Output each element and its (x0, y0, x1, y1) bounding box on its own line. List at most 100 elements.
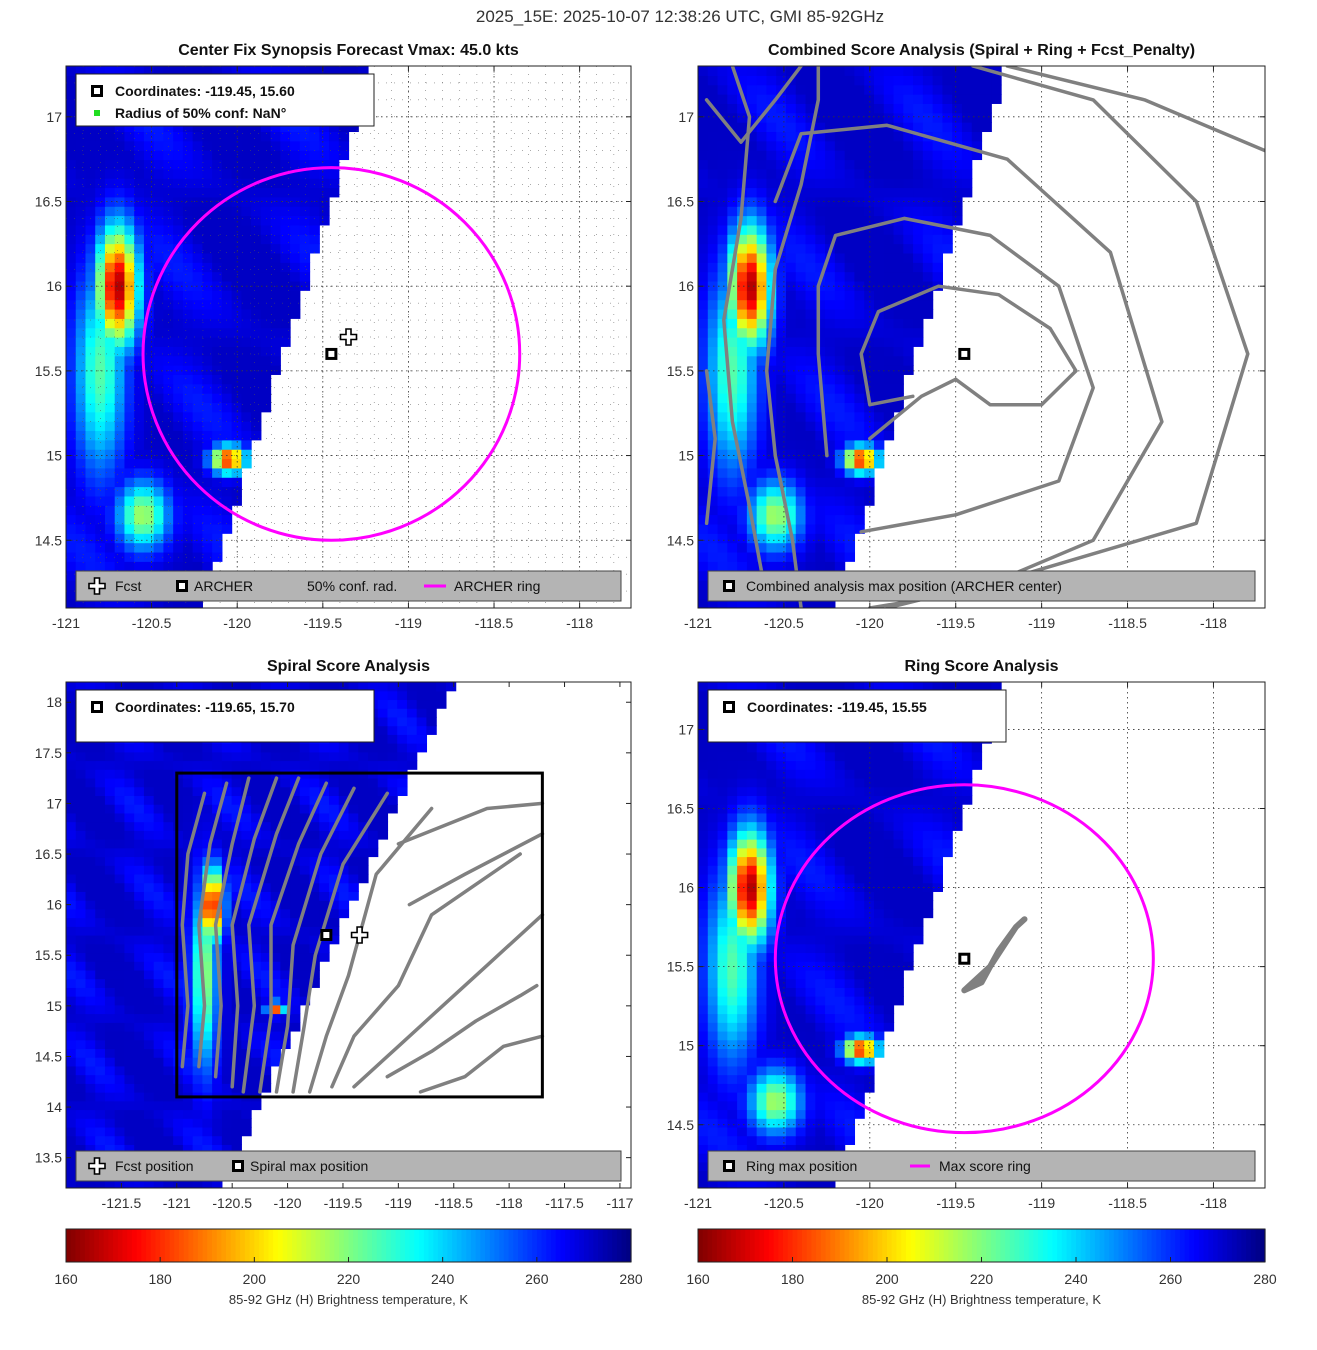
y-tick-label: 15.5 (35, 363, 62, 379)
contour-line (213, 776, 251, 1079)
contour-line (180, 791, 207, 1069)
y-tick-label: 15.5 (667, 363, 694, 379)
coordinates-legend: Coordinates: -119.45, 15.55 (707, 689, 1007, 743)
colorbar-tick-label: 160 (54, 1271, 78, 1287)
x-tick-label: -118.5 (475, 615, 514, 631)
colorbar-tick-label: 280 (619, 1271, 643, 1287)
score-contours (180, 776, 545, 1094)
archer-ring (773, 783, 1155, 1135)
colorbar-2: 160 180 200 220 240 260 280 85-92 GHz (H) Brigh… (686, 1228, 1277, 1307)
y-tick-label: 15 (46, 998, 62, 1014)
x-tick-label: -121 (684, 1195, 712, 1211)
contour-line (407, 832, 545, 907)
x-tick-label: -121.5 (102, 1195, 142, 1211)
contour-line (816, 216, 1095, 534)
panel-title: Combined Score Analysis (Spiral + Ring +… (768, 42, 1195, 59)
contour-line (704, 66, 803, 144)
legend-entry: Fcst position (115, 1158, 194, 1174)
colorbar-tick-label: 180 (781, 1271, 805, 1287)
y-tick-label: 16.5 (667, 194, 694, 210)
x-tick-label: -120.5 (764, 1195, 804, 1211)
contour-line (704, 369, 717, 526)
y-tick-label: 17 (678, 721, 694, 737)
y-tick-label: 16.5 (667, 801, 694, 817)
y-tick-label: 16.5 (35, 194, 62, 210)
y-tick-label: 14 (46, 1099, 62, 1115)
contour-line (197, 781, 229, 1069)
bottom-legend: Combined analysis max position (ARCHER c… (707, 570, 1256, 602)
colorbar-tick-label: 260 (1159, 1271, 1183, 1287)
top-legend-entry: Radius of 50% conf: NaN° (115, 105, 286, 121)
y-tick-label: 15 (678, 1038, 694, 1054)
analysis-box (175, 771, 544, 1099)
legend-entry: Ring max position (746, 1158, 857, 1174)
panel-p1: Center Fix Synopsis Forecast Vmax: 45.0 … (35, 42, 632, 631)
colorbar-1: 160 180 200 220 240 260 280 85-92 GHz (H) Brigh… (54, 1228, 643, 1307)
y-tick-label: 15.5 (667, 959, 694, 975)
contour-line (385, 983, 539, 1079)
contour-line (241, 776, 301, 1094)
contour-line (258, 781, 329, 1094)
contour-line (418, 1034, 545, 1094)
x-tick-label: -118 (496, 1195, 523, 1211)
panel-title: Center Fix Synopsis Forecast Vmax: 45.0 … (178, 42, 519, 59)
y-tick-label: 14.5 (667, 1117, 694, 1133)
panel-p2: Combined Score Analysis (Spiral + Ring +… (667, 42, 1266, 631)
contour-line (291, 791, 390, 1094)
contour-line (859, 284, 1078, 441)
bottom-legend: Ring max position Max score ring (707, 1150, 1256, 1182)
x-tick-label: -120.5 (212, 1195, 252, 1211)
legend-entry: ARCHER ring (454, 578, 540, 594)
y-tick-label: 16 (678, 278, 694, 294)
coordinates-legend: Coordinates: -119.65, 15.70 (75, 689, 375, 743)
top-legend-entry: Coordinates: -119.45, 15.55 (747, 699, 927, 715)
x-tick-label: -118 (566, 615, 593, 631)
x-tick-label: -119 (1028, 615, 1055, 631)
plot-frame (65, 681, 632, 1189)
contour-line (230, 776, 279, 1089)
y-tick-label: 16 (46, 897, 62, 913)
legend-entry: Max score ring (939, 1158, 1031, 1174)
figure-title: 2025_15E: 2025-10-07 12:38:26 UTC, GMI 8… (476, 7, 884, 26)
colorbar-tick-label: 200 (875, 1271, 899, 1287)
contour-line (764, 66, 821, 608)
panel-p3: Spiral Score Analysis -121.5 -121 -120.5 -12… (35, 658, 634, 1211)
coordinates-legend: Coordinates: -119.45, 15.60 Radius of 50%… (75, 73, 375, 127)
y-tick-label: 17 (678, 109, 694, 125)
y-tick-label: 17 (46, 795, 62, 811)
x-tick-label: -120.5 (764, 615, 804, 631)
x-tick-label: -119.5 (936, 1195, 975, 1211)
plot-frame (697, 681, 1266, 1189)
grid-lines (698, 66, 1265, 608)
y-tick-label: 16 (678, 880, 694, 896)
x-tick-label: -119 (1028, 1195, 1055, 1211)
legend-entry: 50% conf. rad. (307, 578, 397, 594)
x-tick-label: -120 (856, 1195, 884, 1211)
colorbar-tick-label: 200 (243, 1271, 267, 1287)
legend-entry: Spiral max position (250, 1158, 368, 1174)
y-tick-label: 15 (678, 448, 694, 464)
colorbar-tick-label: 280 (1253, 1271, 1277, 1287)
contour-line (396, 801, 545, 846)
legend-entry: Fcst (115, 578, 142, 594)
plot-frame (65, 65, 632, 609)
y-tick-label: 15 (46, 448, 62, 464)
grid-lines (66, 66, 631, 608)
x-tick-label: -119.5 (936, 615, 975, 631)
colorbar-tick-label: 260 (525, 1271, 549, 1287)
legend-entry: Combined analysis max position (ARCHER c… (746, 578, 1062, 594)
colorbar-label: 85-92 GHz (H) Brightness temperature, K (862, 1292, 1101, 1307)
x-tick-label: -121 (684, 615, 712, 631)
x-tick-label: -118.5 (1108, 1195, 1147, 1211)
colorbar-tick-label: 180 (148, 1271, 172, 1287)
colorbar-tick-label: 220 (337, 1271, 361, 1287)
bottom-legend: Fcst position Spiral max position (75, 1150, 622, 1182)
colorbar-label: 85-92 GHz (H) Brightness temperature, K (229, 1292, 468, 1307)
x-tick-label: -119.5 (303, 615, 342, 631)
x-tick-label: -117 (606, 1195, 633, 1211)
y-tick-label: 14.5 (667, 532, 694, 548)
top-legend-entry: Coordinates: -119.65, 15.70 (115, 699, 295, 715)
contour-line (722, 66, 769, 602)
top-legend-entry: Coordinates: -119.45, 15.60 (115, 83, 295, 99)
y-tick-label: 16 (46, 278, 62, 294)
